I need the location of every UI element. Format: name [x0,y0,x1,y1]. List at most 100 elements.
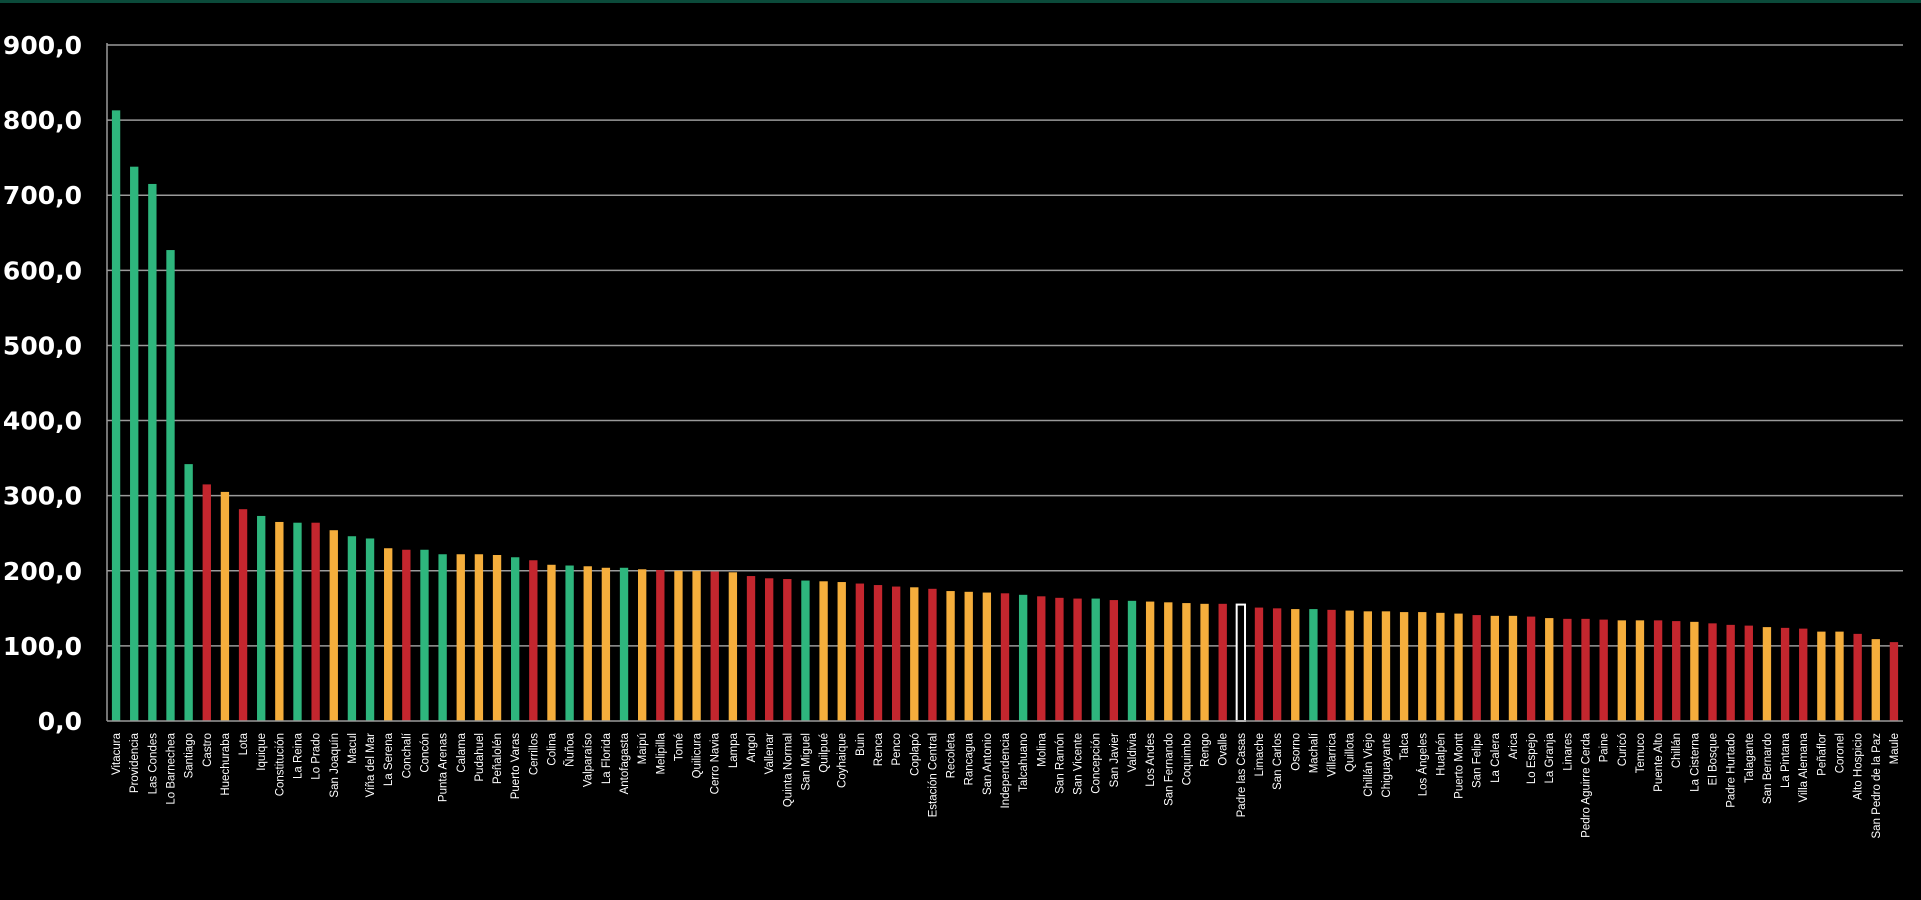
bar [674,570,683,721]
bar [819,581,828,721]
x-tick-label: Lo Prado [311,733,323,780]
bar [1454,613,1463,721]
bar [1617,620,1626,721]
y-tick-label: 300,0 [3,482,82,511]
x-tick-label: Cerrillos [528,733,540,775]
x-tick-label: Concón [419,733,431,773]
y-axis-tick-labels: 0,0 100,0 200,0 300,0 400,0 500,0 600,0 700,0 80… [3,31,82,736]
y-tick-label: 700,0 [3,181,82,210]
bar [1436,612,1445,721]
bar [565,565,574,721]
bar [1581,618,1590,721]
x-tick-label: Lampa [728,732,740,768]
x-tick-label: Lota [238,732,250,755]
bar [837,582,846,721]
x-tick-label: Melipilla [655,732,667,774]
x-tick-label: Coplapó [909,733,921,776]
bar [130,166,139,721]
bar [275,521,284,721]
bar [529,560,538,721]
x-tick-label: Pedro Aguirre Cerda [1581,732,1593,837]
x-tick-label: Limache [1254,733,1266,776]
bar [1545,618,1554,721]
bar [511,557,520,721]
y-tick-label: 800,0 [3,106,82,135]
x-tick-label: Castro [202,733,214,767]
bar [964,591,973,721]
bar [220,491,230,721]
bar [1109,600,1119,721]
bar [583,566,592,721]
x-tick-label: La Pintana [1780,732,1792,788]
x-tick-label: Recoleta [946,732,958,778]
bar [1799,628,1808,721]
x-tick-label: Villarrica [1327,732,1339,776]
bar [1254,607,1264,721]
bar [1235,603,1247,722]
gridlines [107,44,1903,647]
x-tick-label: Angol [746,733,758,762]
axes [106,43,1903,722]
bar [1218,603,1227,721]
x-tick-label: Peñalolén [492,733,504,784]
x-tick-label: Ñuñoa [564,732,577,766]
bar [1327,609,1336,721]
x-tick-label: Chiguayante [1381,733,1393,798]
bar [1200,603,1209,721]
x-tick-label: La Cisterna [1689,732,1701,791]
bar [710,571,719,721]
bar [402,549,411,721]
bar [982,592,992,721]
bar [365,538,375,721]
x-tick-label: San Carlos [1272,733,1284,790]
bar [329,530,338,721]
x-tick-label: Arica [1508,732,1520,759]
bar [1744,625,1753,721]
x-tick-label: La Serena [383,732,395,786]
x-tick-label: Curicó [1617,733,1629,766]
bar [783,579,792,721]
bar [1091,598,1100,721]
bar [1635,620,1645,721]
x-tick-label: Lo Barnechea [165,732,177,804]
bar [801,580,810,721]
bars [111,110,1899,722]
x-tick-label: Rancagua [964,732,976,785]
bar [1690,621,1699,721]
bar [1472,615,1481,721]
x-tick-label: Maipú [637,733,649,764]
x-tick-label: San Antonio [982,733,994,795]
x-tick-label: Chillán [1671,733,1683,768]
x-tick-label: La Reina [292,732,304,779]
bar [1889,642,1899,721]
x-tick-label: Constitución [274,733,286,796]
bar [1508,615,1518,721]
bar [1490,615,1499,721]
x-tick-label: Antofagasta [619,732,631,794]
x-tick-label: San Javier [1109,733,1121,788]
x-tick-label: Osorno [1290,733,1302,771]
x-tick-label: Chillán Viejo [1363,733,1375,797]
bar [1309,609,1318,721]
y-tick-label: 500,0 [3,331,82,360]
x-tick-label: Santiago [184,733,196,778]
bar [1871,639,1880,721]
x-tick-label: Los Ángeles [1416,733,1429,797]
x-tick-label: Calama [456,732,468,772]
bar [1418,612,1427,721]
bar [1018,594,1028,721]
x-tick-label: Punta Arenas [438,733,450,802]
x-tick-label: La Calera [1490,732,1502,782]
x-tick-label: Talcahuano [1018,733,1030,792]
bar [257,515,266,721]
x-tick-label: San Joaquín [329,733,341,798]
bar [420,549,429,721]
x-tick-label: San Felipe [1472,733,1484,788]
x-tick-label: Ovalle [1218,733,1230,766]
x-tick-label: Hualpén [1435,733,1447,776]
bar [166,250,175,721]
bar [1526,616,1536,721]
x-tick-label: San Fernando [1163,733,1175,806]
bar [384,548,393,721]
x-tick-label: Linares [1562,733,1574,771]
